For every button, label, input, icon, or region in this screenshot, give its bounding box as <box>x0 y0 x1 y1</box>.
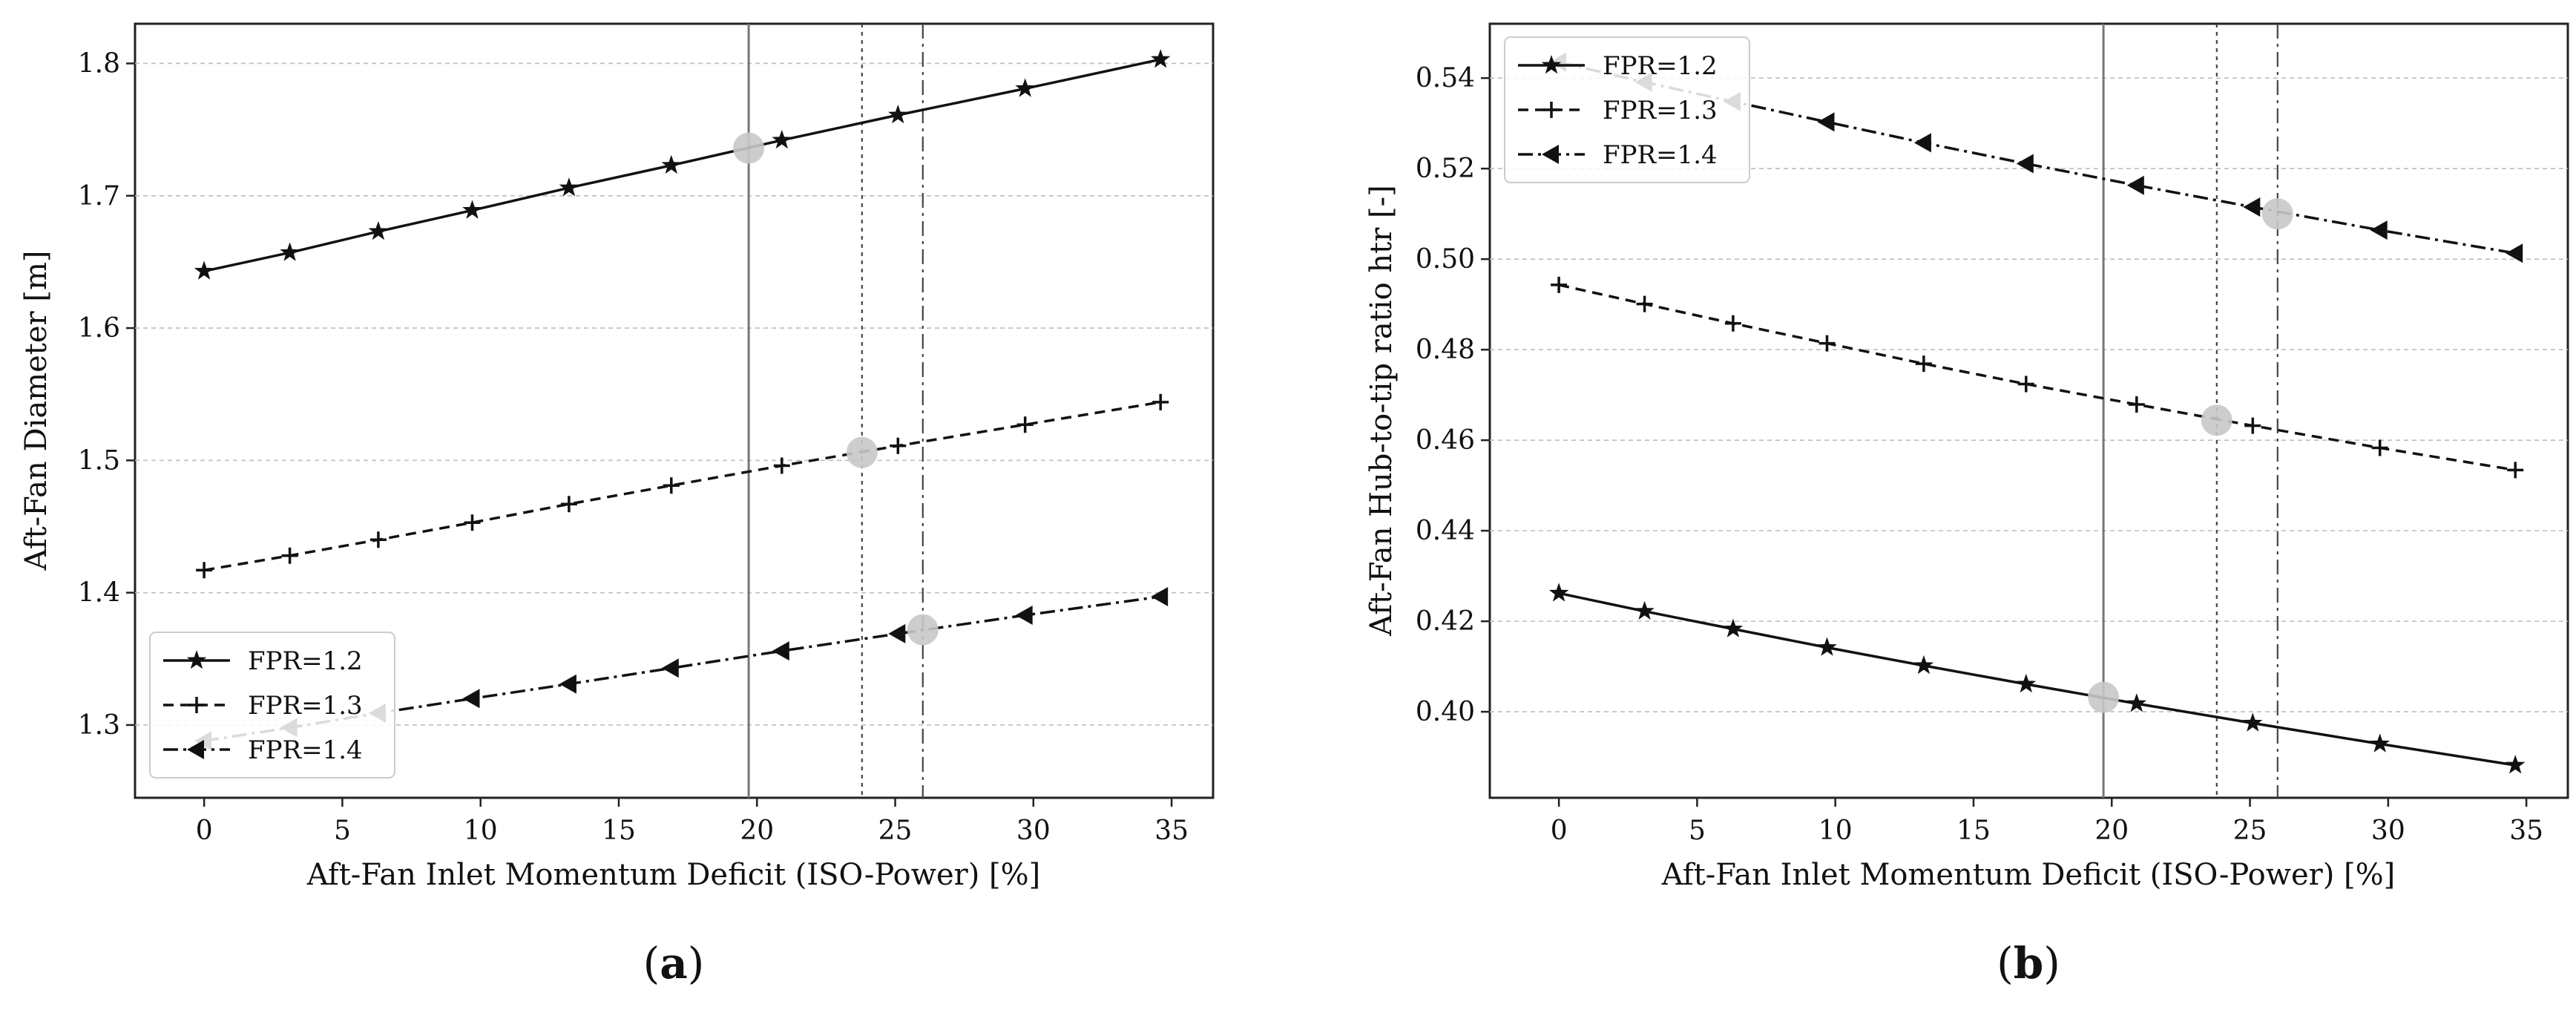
x-tick-label: 5 <box>334 816 351 846</box>
y-tick-label: 1.7 <box>78 181 120 212</box>
highlight-points <box>733 132 939 646</box>
x-tick-label: 25 <box>878 816 913 846</box>
legend-label: FPR=1.2 <box>1603 51 1718 81</box>
x-tick-label: 10 <box>1818 816 1853 846</box>
x-tick-label: 0 <box>196 816 213 846</box>
legend-label: FPR=1.3 <box>248 691 363 721</box>
panel-label-b: (b) <box>1997 938 2060 989</box>
y-tick-label: 1.8 <box>78 48 120 79</box>
y-ticks: 1.3 1.4 1.5 1.6 1.7 1.8 <box>78 48 135 741</box>
series-layer <box>194 49 1171 751</box>
series-line <box>203 401 1161 572</box>
legend-entry: FPR=1.3 <box>163 691 363 721</box>
x-tick-label: 20 <box>2094 816 2129 846</box>
x-ticks: 0 5 10 15 20 25 30 35 <box>1551 798 2543 846</box>
highlight-point <box>2088 681 2120 713</box>
y-tick-label: 0.44 <box>1416 516 1475 546</box>
y-tick-label: 0.42 <box>1416 606 1475 637</box>
legend-label: FPR=1.4 <box>1603 140 1718 170</box>
panel-label-a: (a) <box>643 938 705 989</box>
y-tick-label: 0.46 <box>1416 425 1475 456</box>
y-tick-label: 1.4 <box>78 578 120 609</box>
legend-label: FPR=1.3 <box>1603 96 1718 125</box>
x-tick-label: 10 <box>464 816 498 846</box>
highlight-point <box>2261 198 2293 230</box>
y-tick-label: 0.52 <box>1416 154 1475 184</box>
series-line <box>203 58 1161 273</box>
y-tick-label: 1.6 <box>78 313 120 344</box>
x-axis-label: Aft-Fan Inlet Momentum Deficit (ISO-Powe… <box>1661 858 2396 892</box>
legend-label: FPR=1.4 <box>248 735 363 765</box>
legend: FPR=1.2 FPR=1.3 FPR=1.4 <box>149 632 395 778</box>
highlight-point <box>2201 404 2232 436</box>
legend-entry: FPR=1.2 <box>163 646 363 676</box>
legend-label: FPR=1.2 <box>248 646 363 676</box>
x-tick-label: 0 <box>1551 816 1568 846</box>
highlight-point <box>907 614 939 646</box>
legend-entry: FPR=1.4 <box>163 735 363 765</box>
series-line <box>203 595 1161 743</box>
x-tick-label: 30 <box>2371 816 2405 846</box>
x-tick-label: 35 <box>1154 816 1189 846</box>
x-ticks: 0 5 10 15 20 25 30 35 <box>196 798 1189 846</box>
x-tick-label: 5 <box>1689 816 1706 846</box>
x-tick-label: 35 <box>2509 816 2543 846</box>
y-tick-label: 0.50 <box>1416 244 1475 275</box>
legend-entry: FPR=1.4 <box>1518 140 1718 170</box>
legend-entry: FPR=1.2 <box>1518 51 1718 81</box>
y-tick-label: 0.40 <box>1416 697 1475 727</box>
y-axis-label: Aft-Fan Hub-to-tip ratio htr [-] <box>1364 185 1399 637</box>
series-line <box>1558 283 2516 472</box>
x-tick-label: 30 <box>1016 816 1051 846</box>
legend: FPR=1.2 FPR=1.3 FPR=1.4 <box>1504 36 1750 183</box>
x-tick-label: 20 <box>740 816 774 846</box>
highlight-points <box>2088 198 2293 713</box>
y-tick-label: 1.5 <box>78 445 120 476</box>
y-tick-label: 0.48 <box>1416 335 1475 365</box>
highlight-point <box>846 436 878 468</box>
x-tick-label: 15 <box>602 816 636 846</box>
legend-box <box>149 632 395 778</box>
y-ticks: 0.40 0.42 0.44 0.46 0.48 0.50 0.52 0.54 <box>1416 63 1490 727</box>
y-axis-label: Aft-Fan Diameter [m] <box>19 251 53 571</box>
chart-panel-a: 0 5 10 15 20 25 30 35 1.3 1.4 1.5 1.6 1.7 1.8 Aft-Fa… <box>19 22 1215 989</box>
legend-entry: FPR=1.3 <box>1518 96 1718 125</box>
x-tick-label: 15 <box>1956 816 1991 846</box>
highlight-point <box>733 132 765 164</box>
legend-box <box>1504 36 1750 183</box>
y-tick-label: 1.3 <box>78 710 120 741</box>
chart-panel-b: 0 5 10 15 20 25 30 35 0.400.420.440.460.480.500… <box>1364 22 2569 989</box>
y-tick-label: 0.54 <box>1416 63 1475 94</box>
series-line <box>1558 591 2516 767</box>
x-tick-label: 25 <box>2233 816 2267 846</box>
x-axis-label: Aft-Fan Inlet Momentum Deficit (ISO-Powe… <box>306 858 1041 892</box>
